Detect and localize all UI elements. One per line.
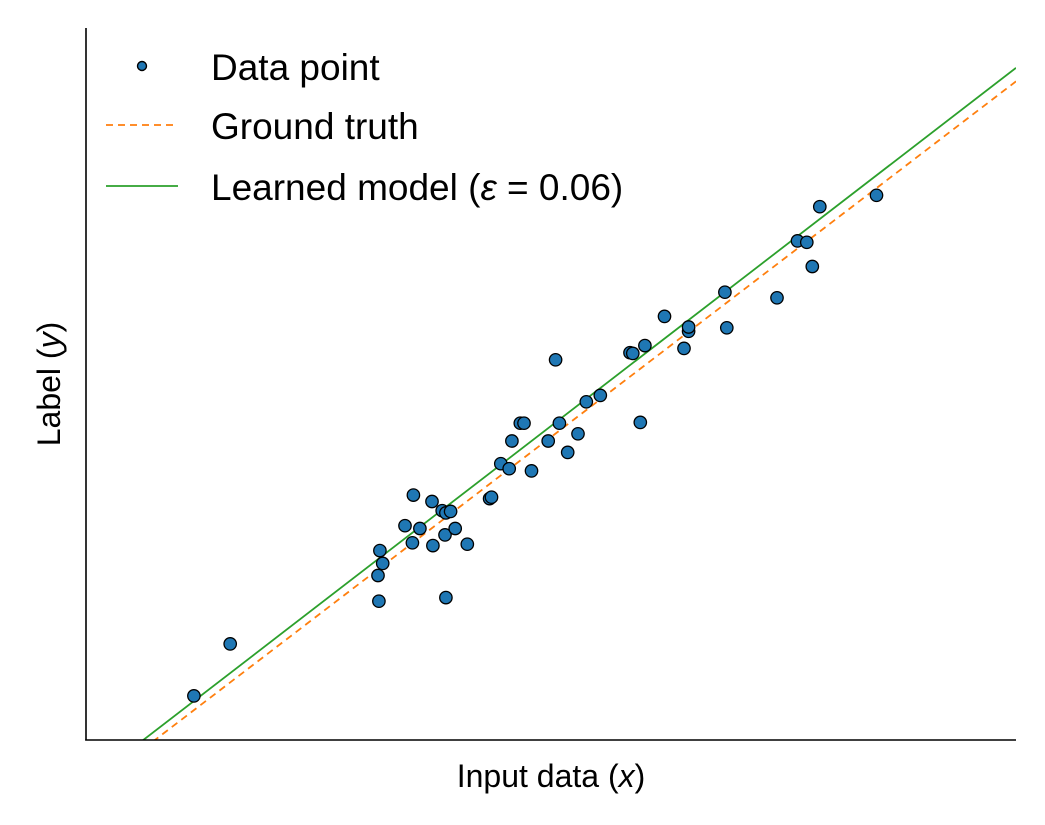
- data-point: [426, 538, 440, 553]
- x-axis-label: Input data (x): [457, 758, 646, 794]
- data-point: [398, 518, 412, 533]
- data-point: [869, 188, 884, 203]
- data-point: [548, 352, 563, 367]
- data-points: [187, 188, 884, 703]
- data-point: [375, 556, 390, 571]
- data-point: [541, 434, 556, 448]
- data-point: [638, 338, 652, 353]
- data-point: [502, 461, 517, 476]
- data-point: [406, 488, 421, 502]
- data-point: [524, 464, 539, 478]
- data-point: [187, 689, 201, 703]
- data-point: [425, 494, 439, 509]
- data-point: [438, 528, 452, 542]
- data-point: [413, 521, 427, 536]
- data-point: [505, 434, 519, 448]
- data-point: [593, 388, 608, 403]
- data-point: [460, 537, 475, 552]
- y-axis-label: Label (y): [31, 322, 67, 447]
- data-point: [677, 341, 691, 356]
- data-point: [484, 490, 499, 505]
- data-point: [657, 309, 672, 324]
- data-point: [371, 568, 385, 583]
- data-point: [372, 594, 386, 609]
- legend: Data point Ground truth Learned model (ε…: [106, 47, 623, 208]
- legend-label-learned-model: Learned model (ε = 0.06): [211, 167, 623, 208]
- data-point: [373, 543, 387, 558]
- data-point: [799, 235, 814, 250]
- data-point: [812, 199, 827, 214]
- legend-label-ground-truth: Ground truth: [211, 106, 419, 147]
- legend-label-data-point: Data point: [211, 47, 380, 88]
- data-point: [571, 426, 585, 441]
- data-point: [633, 415, 648, 430]
- series-lines: [141, 67, 1016, 740]
- data-point: [770, 290, 784, 305]
- data-point: [805, 259, 820, 274]
- data-point: [448, 521, 463, 536]
- learned-model-line: [141, 67, 1016, 740]
- data-point: [439, 590, 453, 605]
- data-point: [560, 445, 575, 460]
- data-point: [552, 416, 567, 431]
- data-point: [443, 504, 458, 519]
- legend-marker-data-point: [136, 60, 148, 72]
- data-point: [625, 346, 640, 361]
- data-point: [405, 535, 420, 550]
- data-point: [517, 416, 531, 431]
- data-point: [719, 320, 734, 335]
- ground-truth-line: [153, 80, 1016, 740]
- data-point: [681, 320, 696, 334]
- data-point: [223, 637, 238, 651]
- data-point: [718, 285, 732, 300]
- data-point: [579, 394, 594, 409]
